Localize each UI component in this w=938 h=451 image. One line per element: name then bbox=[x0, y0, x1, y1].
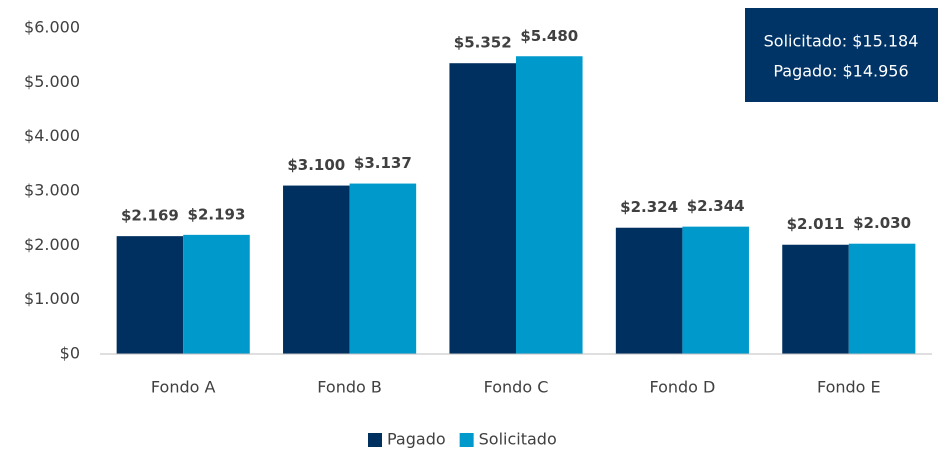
bar bbox=[782, 244, 849, 354]
bar bbox=[615, 227, 683, 354]
bar bbox=[682, 226, 749, 354]
bar bbox=[283, 185, 350, 354]
bar bbox=[116, 236, 184, 354]
y-tick-label: $0 bbox=[60, 344, 80, 363]
bar bbox=[349, 183, 417, 354]
x-tick-label: Fondo A bbox=[151, 378, 216, 397]
legend-swatch bbox=[459, 433, 474, 447]
bar bbox=[183, 234, 250, 354]
value-label: $2.169 bbox=[121, 207, 179, 225]
x-tick-label: Fondo D bbox=[649, 378, 715, 397]
value-label: $2.344 bbox=[687, 197, 745, 215]
x-tick-label: Fondo B bbox=[317, 378, 382, 397]
y-tick-label: $5.000 bbox=[24, 72, 80, 91]
value-label: $5.480 bbox=[520, 27, 578, 45]
y-tick-label: $2.000 bbox=[24, 235, 80, 254]
value-label: $2.193 bbox=[188, 205, 246, 223]
x-tick-label: Fondo E bbox=[817, 378, 881, 397]
annotation-box bbox=[745, 8, 938, 102]
x-tick-label: Fondo C bbox=[484, 378, 549, 397]
y-tick-label: $6.000 bbox=[24, 18, 80, 37]
legend-swatch bbox=[368, 433, 382, 447]
value-label: $5.352 bbox=[454, 34, 512, 52]
annotation: Solicitado: $15.184 bbox=[764, 32, 919, 51]
bar bbox=[516, 56, 583, 355]
value-label: $2.030 bbox=[853, 214, 911, 232]
value-label: $2.324 bbox=[620, 198, 678, 216]
legend-label: Pagado bbox=[387, 430, 446, 449]
legend-label: Solicitado bbox=[479, 430, 557, 449]
value-label: $3.137 bbox=[354, 154, 412, 172]
annotation: Pagado: $14.956 bbox=[773, 62, 908, 81]
bar bbox=[848, 243, 916, 354]
value-label: $2.011 bbox=[787, 215, 845, 233]
y-tick-label: $1.000 bbox=[24, 289, 80, 308]
y-tick-label: $4.000 bbox=[24, 126, 80, 145]
bar bbox=[449, 63, 516, 354]
value-label: $3.100 bbox=[287, 156, 345, 174]
y-tick-label: $3.000 bbox=[24, 181, 80, 200]
